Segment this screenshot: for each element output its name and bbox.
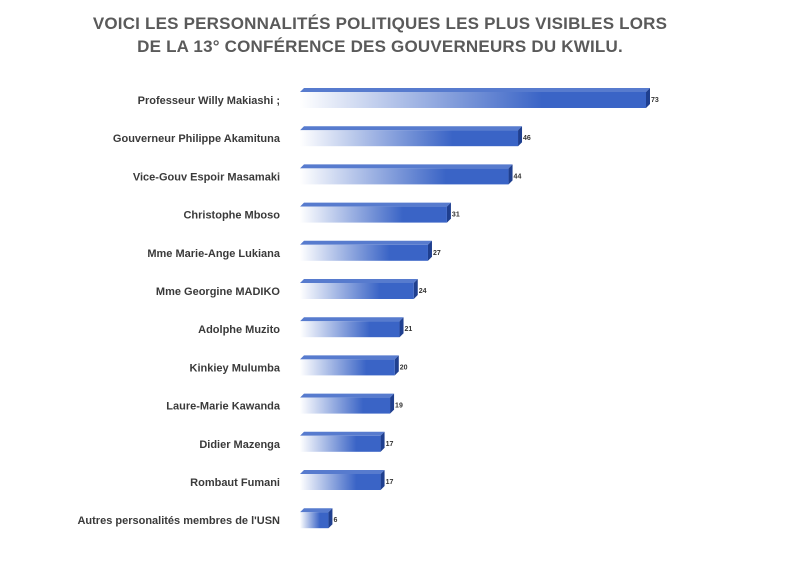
bar [300,321,400,338]
bar [300,512,329,529]
category-label: Kinkiey Mulumba [190,362,281,374]
bar-top-face [300,202,451,207]
category-label: Didier Mazenga [199,439,281,451]
bar-side-face [380,431,385,452]
bar-side-face [399,317,404,338]
category-label: Laure-Marie Kawanda [166,401,281,413]
bar-top-face [300,279,418,283]
bar [300,283,414,299]
data-label: 46 [523,135,531,142]
bar [300,359,395,376]
category-label: Professeur Willy Makiashi ; [138,95,280,107]
bar [300,397,391,414]
category-label: Autres personalités membres de l'USN [77,515,280,527]
bar-top-face [300,431,385,436]
category-label: Vice-Gouv Espoir Masamaki [133,171,280,183]
bar-side-face [380,470,385,490]
data-label: 44 [514,173,522,180]
bar [300,206,447,223]
bar-side-face [646,88,650,108]
bar-top-face [300,470,385,474]
bar [300,130,519,147]
data-label: 31 [452,212,460,219]
bar-top-face [300,355,399,360]
category-label: Rombaut Fumani [190,477,280,489]
category-label: Adolphe Muzito [198,324,280,336]
data-label: 20 [400,364,408,371]
data-label: 19 [395,403,403,410]
bar-side-face [518,126,523,147]
bar [300,435,381,452]
chart-title-line-1: VOICI LES PERSONNALITÉS POLITIQUES LES P… [92,14,668,33]
bar-side-face [413,279,418,299]
bar-side-face [390,393,395,414]
category-label: Mme Georgine MADIKO [156,286,281,298]
data-label: 73 [651,97,659,104]
bar-side-face [446,202,451,223]
bar-top-face [300,317,404,322]
bar-side-face [427,240,432,261]
data-label: 17 [386,441,394,448]
bar-top-face [300,164,513,169]
category-label: Christophe Mboso [183,210,280,222]
bar-top-face [300,126,523,131]
data-label: 27 [433,250,441,257]
category-label: Gouverneur Philippe Akamituna [113,133,281,145]
bar-side-face [394,355,399,376]
bars-layer: Professeur Willy Makiashi ; 73 Gouverneur … [77,88,659,529]
bar-top-face [300,88,650,92]
category-label: Mme Marie-Ange Lukiana [147,248,281,260]
bar-side-face [508,164,513,185]
data-label: 17 [386,479,394,486]
chart-title-line-2: DE LA 13° CONFÉRENCE DES GOUVERNEURS DU … [137,37,623,56]
chart-title: VOICI LES PERSONNALITÉS POLITIQUES LES P… [0,12,760,58]
bar-top-face [300,393,395,398]
bar-top-face [300,240,432,245]
bar-side-face [328,508,333,529]
bar-top-face [300,508,333,513]
bar [300,474,381,490]
data-label: 24 [419,288,427,295]
bar [300,92,646,108]
data-label: 21 [405,326,413,333]
data-label: 6 [333,517,337,524]
bar [300,168,509,185]
bar [300,244,428,261]
